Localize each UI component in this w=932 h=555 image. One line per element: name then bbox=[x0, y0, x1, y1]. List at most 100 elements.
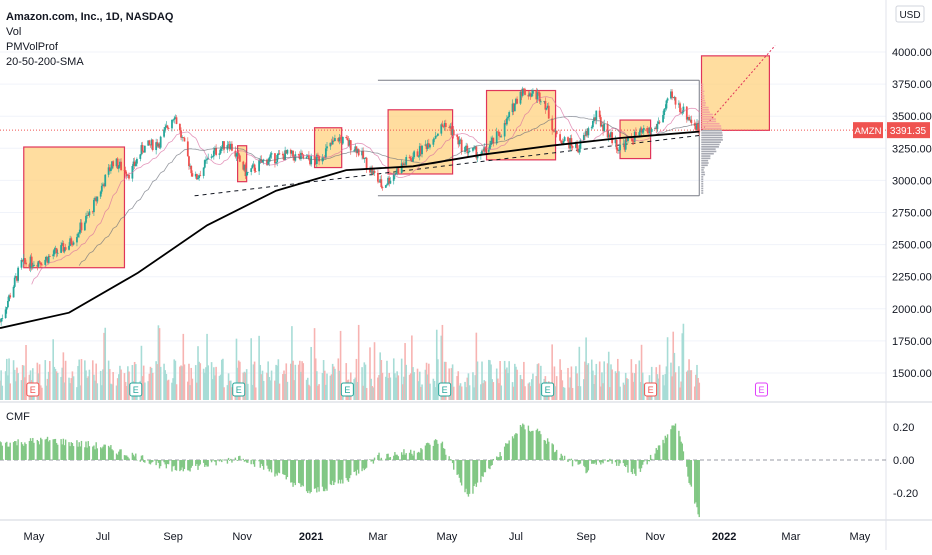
volume-bar bbox=[172, 378, 174, 400]
candle-body bbox=[491, 137, 494, 141]
volume-bar bbox=[373, 342, 376, 400]
cmf-pane-label: CMF bbox=[6, 411, 30, 423]
sma20-line bbox=[31, 96, 700, 285]
cmf-bar bbox=[602, 460, 604, 464]
cmf-bar bbox=[188, 460, 190, 471]
candle-body bbox=[512, 103, 515, 112]
candle-body bbox=[396, 168, 399, 173]
volume-bar bbox=[370, 378, 372, 400]
volume-bar bbox=[578, 346, 581, 400]
cmf-bar bbox=[128, 458, 130, 460]
volume-bar bbox=[15, 381, 17, 400]
cmf-bar bbox=[441, 441, 444, 460]
volume-profile-bar bbox=[701, 88, 704, 90]
cmf-bar bbox=[515, 433, 517, 460]
candle-body bbox=[149, 144, 152, 146]
volume-bar bbox=[78, 359, 81, 400]
volume-bar bbox=[308, 384, 310, 400]
volume-bar bbox=[472, 372, 474, 400]
cmf-bar bbox=[679, 436, 681, 460]
volume-profile-bar bbox=[701, 187, 704, 190]
volume-bar bbox=[112, 372, 114, 400]
cmf-bar bbox=[79, 446, 82, 460]
cmf-bar bbox=[238, 456, 240, 460]
candle-body bbox=[52, 254, 55, 257]
volume-bar bbox=[561, 380, 564, 400]
candle-body bbox=[568, 141, 571, 149]
candle-body bbox=[123, 170, 126, 171]
cmf-bar bbox=[500, 456, 502, 460]
candle-body bbox=[298, 154, 301, 160]
volume-bar bbox=[313, 328, 316, 400]
candle-body bbox=[38, 261, 41, 263]
volume-bar bbox=[262, 380, 265, 400]
cmf-bar bbox=[53, 439, 56, 460]
cmf-bar bbox=[465, 460, 467, 489]
cmf-bar bbox=[242, 458, 244, 460]
cmf-bar bbox=[337, 460, 340, 484]
candle-body bbox=[120, 161, 122, 171]
volume-bar bbox=[284, 374, 286, 400]
earnings-marker-icon bbox=[232, 382, 246, 397]
cmf-bar bbox=[283, 460, 285, 475]
cmf-bar bbox=[40, 437, 42, 460]
volume-bar bbox=[567, 367, 569, 400]
cmf-bar bbox=[174, 460, 177, 471]
volume-bar bbox=[156, 364, 159, 400]
candle-body bbox=[527, 94, 530, 97]
candle-body bbox=[236, 153, 239, 154]
candle-body bbox=[83, 222, 86, 231]
volume-bar bbox=[540, 365, 542, 400]
volume-bar bbox=[13, 369, 16, 400]
volume-bar bbox=[459, 383, 462, 400]
candle-body bbox=[305, 156, 308, 159]
volume-bar bbox=[663, 385, 665, 400]
cmf-bar bbox=[119, 449, 121, 460]
cmf-bar bbox=[666, 434, 669, 460]
volume-bar bbox=[47, 371, 50, 400]
candle-body bbox=[347, 140, 350, 146]
candle-body bbox=[86, 215, 89, 216]
candle-body bbox=[214, 148, 216, 151]
candle-body bbox=[615, 139, 618, 150]
cmf-bar bbox=[563, 455, 566, 460]
candle-body bbox=[301, 152, 304, 155]
volume-bar bbox=[41, 387, 43, 400]
cmf-bar bbox=[381, 459, 384, 461]
cmf-bar bbox=[80, 440, 83, 460]
price-axis-label: 2000.00 bbox=[892, 304, 932, 316]
volume-bar bbox=[535, 376, 538, 400]
candle-body bbox=[348, 140, 351, 146]
cmf-bar bbox=[245, 460, 248, 463]
candle-body bbox=[68, 245, 70, 250]
cmf-bar bbox=[101, 448, 103, 460]
volume-bar bbox=[210, 362, 213, 400]
volume-bar bbox=[385, 376, 387, 400]
candle-body bbox=[577, 148, 580, 153]
cmf-bar bbox=[641, 460, 644, 465]
cmf-bar bbox=[0, 441, 1, 460]
candle-body bbox=[467, 151, 470, 154]
candle-body bbox=[554, 130, 557, 132]
candle-body bbox=[408, 157, 411, 159]
cmf-bar bbox=[600, 460, 602, 465]
cmf-bar bbox=[313, 460, 316, 489]
cmf-bar bbox=[52, 439, 54, 460]
candle-body bbox=[503, 123, 506, 137]
candle-body bbox=[245, 172, 248, 177]
candle-body bbox=[665, 100, 668, 109]
cmf-bar bbox=[696, 460, 698, 508]
volume-bar bbox=[24, 377, 26, 400]
volume-bar bbox=[205, 367, 207, 400]
cmf-bar bbox=[62, 438, 65, 460]
candle-body bbox=[481, 150, 483, 155]
volume-bar bbox=[87, 376, 90, 400]
volume-bar bbox=[116, 378, 119, 400]
volume-profile-bar bbox=[701, 139, 723, 141]
price-tag: AMZN 3391.35 bbox=[853, 122, 930, 139]
cmf-bar bbox=[459, 460, 462, 483]
cmf-bar bbox=[664, 435, 667, 460]
volume-bar bbox=[322, 360, 325, 400]
